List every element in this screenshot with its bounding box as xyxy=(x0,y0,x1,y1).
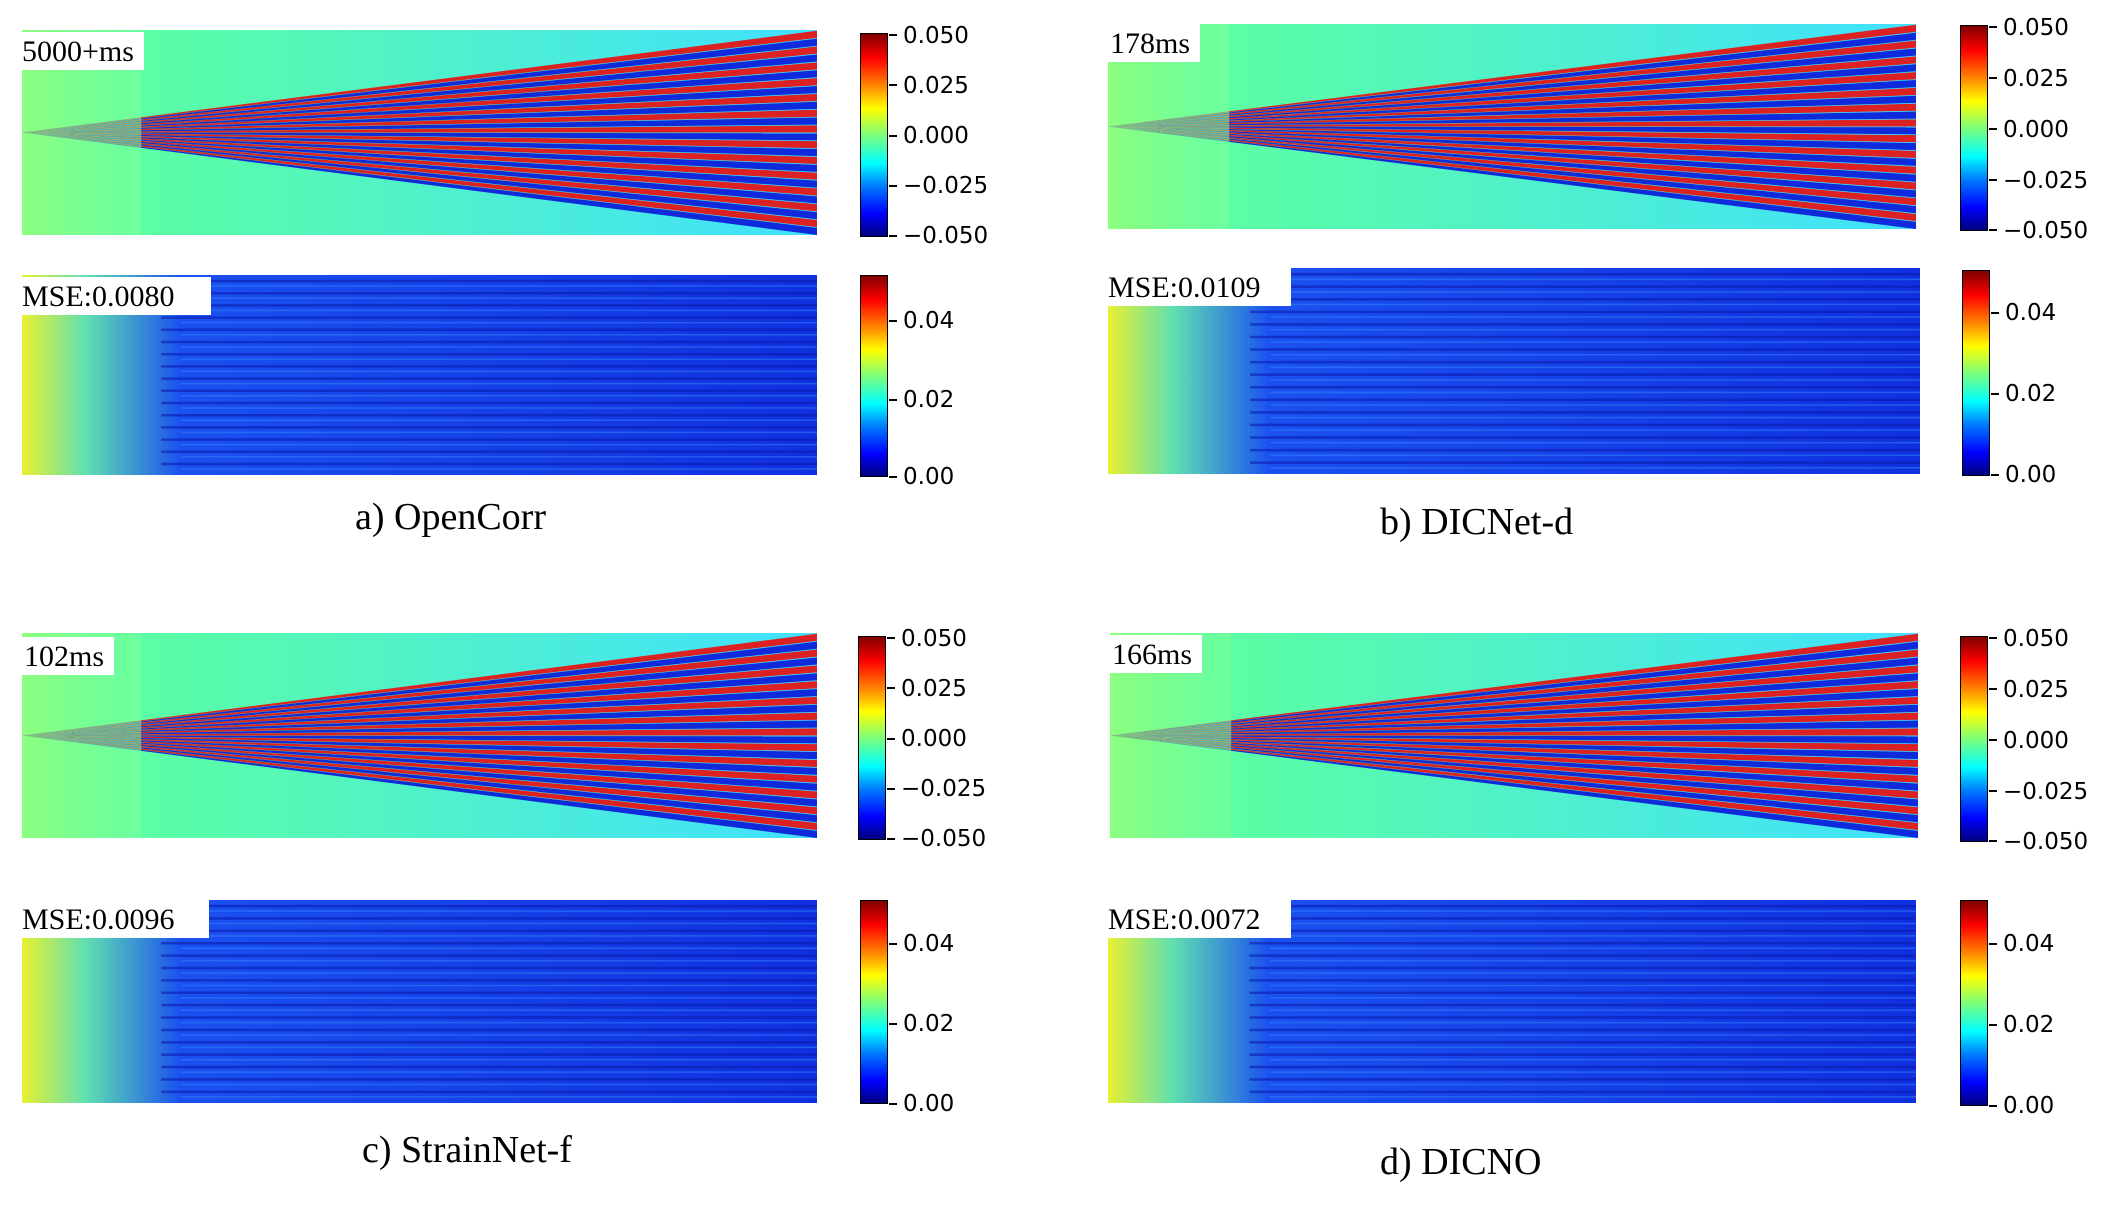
tick-label: 0.00 xyxy=(903,1091,955,1117)
tick-label: 0.02 xyxy=(2003,1012,2055,1038)
tick-label: 0.02 xyxy=(903,1011,955,1037)
mse-label-a: MSE:0.0080 xyxy=(20,277,211,315)
tick-label: 0.02 xyxy=(903,387,955,413)
error-map-d xyxy=(1108,900,1916,1103)
strain-colorbar-c: 0.050 0.025 0.000 −0.025 −0.050 xyxy=(858,627,986,851)
tick-label: −0.025 xyxy=(901,776,987,802)
tick-label: −0.050 xyxy=(901,826,987,852)
tick-label: 0.050 xyxy=(2003,15,2069,41)
tick-label: −0.050 xyxy=(2003,829,2089,855)
strain-map-b xyxy=(1108,24,1916,229)
tick-label: 0.000 xyxy=(2003,117,2069,143)
error-map-c xyxy=(22,900,817,1103)
tick-label: 0.00 xyxy=(903,464,955,490)
tick-label: 0.000 xyxy=(903,123,969,149)
caption-d: d) DICNO xyxy=(1380,1141,1542,1183)
tick-label: 0.04 xyxy=(903,931,955,957)
tick-label: 0.025 xyxy=(2003,66,2069,92)
tick-label: −0.025 xyxy=(2003,168,2089,194)
error-colorbar-b: 0.04 0.02 0.00 xyxy=(1962,270,2056,487)
tick-label: −0.050 xyxy=(2003,218,2089,244)
strain-map-c xyxy=(22,633,817,838)
strain-map-d xyxy=(1110,633,1918,838)
runtime-label-d: 166ms xyxy=(1110,635,1203,673)
tick-label: 0.04 xyxy=(903,308,955,334)
tick-label: 0.000 xyxy=(2003,728,2069,754)
error-colorbar-c: 0.04 0.02 0.00 xyxy=(860,900,954,1116)
tick-label: −0.025 xyxy=(2003,779,2089,805)
tick-label: 0.050 xyxy=(2003,626,2069,652)
tick-label: 0.02 xyxy=(2005,381,2057,407)
tick-label: 0.000 xyxy=(901,726,967,752)
caption-b: b) DICNet-d xyxy=(1380,501,1574,543)
mse-label-c: MSE:0.0096 xyxy=(20,900,209,938)
strain-colorbar-b: 0.050 0.025 0.000 −0.025 −0.050 xyxy=(1960,16,2088,243)
tick-label: 0.050 xyxy=(901,626,967,652)
tick-label: 0.050 xyxy=(903,23,969,49)
tick-label: −0.050 xyxy=(903,223,989,249)
error-colorbar-d: 0.04 0.02 0.00 xyxy=(1960,900,2054,1118)
tick-label: 0.04 xyxy=(2005,300,2057,326)
tick-label: −0.025 xyxy=(903,173,989,199)
runtime-label-c: 102ms xyxy=(22,637,115,675)
caption-c: c) StrainNet-f xyxy=(362,1129,572,1171)
tick-label: 0.04 xyxy=(2003,931,2055,957)
error-colorbar-a: 0.04 0.02 0.00 xyxy=(860,275,954,489)
strain-colorbar-a: 0.050 0.025 0.000 −0.025 −0.050 xyxy=(860,24,988,248)
tick-label: 0.025 xyxy=(903,73,969,99)
tick-label: 0.025 xyxy=(901,676,967,702)
caption-a: a) OpenCorr xyxy=(355,496,546,538)
runtime-label-b: 178ms xyxy=(1108,24,1201,62)
mse-label-d: MSE:0.0072 xyxy=(1106,900,1291,938)
strain-colorbar-d: 0.050 0.025 0.000 −0.025 −0.050 xyxy=(1960,627,2088,854)
mse-label-b: MSE:0.0109 xyxy=(1106,268,1291,306)
tick-label: 0.00 xyxy=(2003,1093,2055,1119)
strain-map-a xyxy=(22,30,817,235)
tick-label: 0.00 xyxy=(2005,462,2057,488)
tick-label: 0.025 xyxy=(2003,677,2069,703)
runtime-label-a: 5000+ms xyxy=(20,32,144,70)
